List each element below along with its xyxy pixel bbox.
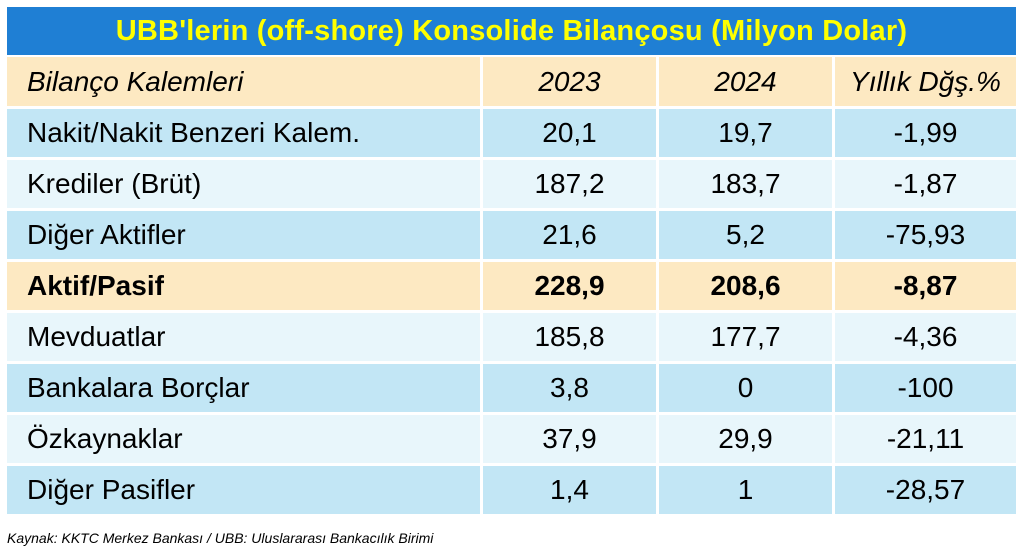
- table-title-bar: UBB'lerin (off-shore) Konsolide Bilanços…: [7, 7, 1016, 55]
- table-header-row: Bilanço Kalemleri 2023 2024 Yıllık Dğş.%: [7, 57, 1016, 109]
- balance-sheet-table-container: UBB'lerin (off-shore) Konsolide Bilanços…: [7, 7, 1016, 517]
- row-value-2024: 208,6: [659, 262, 835, 313]
- row-label: Krediler (Brüt): [7, 160, 483, 211]
- row-label: Bankalara Borçlar: [7, 364, 483, 415]
- row-value-2024: 177,7: [659, 313, 835, 364]
- table-title: UBB'lerin (off-shore) Konsolide Bilanços…: [115, 14, 908, 47]
- row-value-2023: 20,1: [483, 109, 659, 160]
- row-value-2024: 183,7: [659, 160, 835, 211]
- row-change: -8,87: [835, 262, 1016, 313]
- row-value-2023: 228,9: [483, 262, 659, 313]
- row-value-2024: 0: [659, 364, 835, 415]
- row-change: -28,57: [835, 466, 1016, 517]
- header-2023: 2023: [483, 57, 659, 109]
- row-label: Özkaynaklar: [7, 415, 483, 466]
- row-value-2024: 19,7: [659, 109, 835, 160]
- table-row: Özkaynaklar 37,9 29,9 -21,11: [7, 415, 1016, 466]
- row-value-2023: 37,9: [483, 415, 659, 466]
- row-change: -75,93: [835, 211, 1016, 262]
- row-value-2023: 185,8: [483, 313, 659, 364]
- row-label: Diğer Pasifler: [7, 466, 483, 517]
- table-total-row: Aktif/Pasif 228,9 208,6 -8,87: [7, 262, 1016, 313]
- row-change: -21,11: [835, 415, 1016, 466]
- source-note: Kaynak: KKTC Merkez Bankası / UBB: Ulusl…: [7, 530, 434, 546]
- balance-sheet-table: Bilanço Kalemleri 2023 2024 Yıllık Dğş.%…: [7, 57, 1016, 517]
- row-value-2024: 5,2: [659, 211, 835, 262]
- table-row: Bankalara Borçlar 3,8 0 -100: [7, 364, 1016, 415]
- row-change: -100: [835, 364, 1016, 415]
- table-row: Krediler (Brüt) 187,2 183,7 -1,87: [7, 160, 1016, 211]
- row-change: -1,87: [835, 160, 1016, 211]
- row-label: Diğer Aktifler: [7, 211, 483, 262]
- row-label: Mevduatlar: [7, 313, 483, 364]
- row-value-2023: 3,8: [483, 364, 659, 415]
- header-change: Yıllık Dğş.%: [835, 57, 1016, 109]
- table-row: Diğer Aktifler 21,6 5,2 -75,93: [7, 211, 1016, 262]
- table-row: Nakit/Nakit Benzeri Kalem. 20,1 19,7 -1,…: [7, 109, 1016, 160]
- row-value-2024: 29,9: [659, 415, 835, 466]
- table-row: Mevduatlar 185,8 177,7 -4,36: [7, 313, 1016, 364]
- row-value-2023: 1,4: [483, 466, 659, 517]
- header-label: Bilanço Kalemleri: [7, 57, 483, 109]
- header-2024: 2024: [659, 57, 835, 109]
- table-row: Diğer Pasifler 1,4 1 -28,57: [7, 466, 1016, 517]
- row-value-2024: 1: [659, 466, 835, 517]
- row-change: -1,99: [835, 109, 1016, 160]
- row-label: Aktif/Pasif: [7, 262, 483, 313]
- row-change: -4,36: [835, 313, 1016, 364]
- row-value-2023: 187,2: [483, 160, 659, 211]
- row-label: Nakit/Nakit Benzeri Kalem.: [7, 109, 483, 160]
- row-value-2023: 21,6: [483, 211, 659, 262]
